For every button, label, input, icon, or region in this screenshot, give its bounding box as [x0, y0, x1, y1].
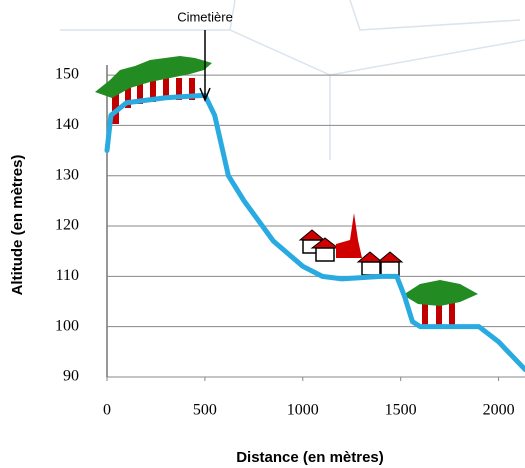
- x-axis-label: Distance (en mètres): [236, 449, 384, 466]
- annotation: Cimetière: [177, 9, 233, 24]
- profile-line: [107, 95, 525, 369]
- y-tick-label: 130: [55, 166, 79, 183]
- x-tick-label: 500: [193, 402, 217, 419]
- x-tick-label: 0: [103, 402, 111, 419]
- x-tick-label: 1000: [287, 402, 319, 419]
- map-line: [230, 0, 520, 160]
- y-tick-label: 90: [63, 368, 79, 385]
- y-tick-label: 120: [55, 217, 79, 234]
- y-tick-label: 140: [55, 116, 79, 133]
- y-tick-label: 110: [56, 267, 79, 284]
- y-tick-label: 150: [55, 66, 79, 83]
- chart: Cimetière Distance (en mètres) Altitude …: [0, 0, 525, 468]
- grid: [107, 75, 525, 381]
- y-axis-label: Altitude (en mètres): [9, 155, 26, 296]
- x-tick-label: 1500: [385, 402, 417, 419]
- page: {"chart_data": { "type": "line", "annota…: [0, 0, 525, 468]
- line-layer: [107, 95, 525, 369]
- decorations: [95, 56, 478, 326]
- x-tick-label: 2000: [483, 402, 515, 419]
- y-tick-label: 100: [55, 317, 79, 334]
- village: [300, 213, 402, 275]
